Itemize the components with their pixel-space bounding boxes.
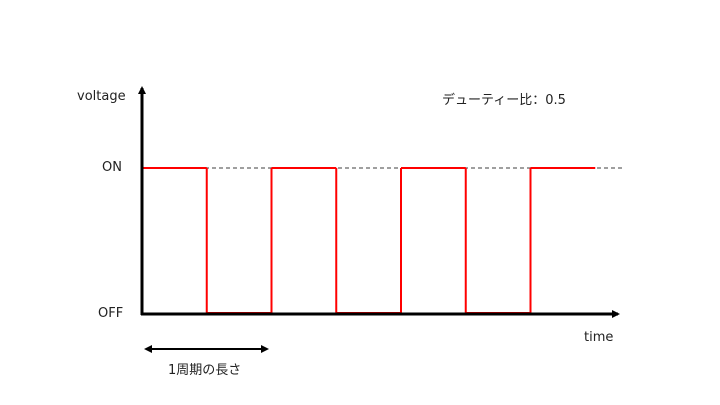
on-label: ON [102, 160, 122, 175]
pwm-waveform [142, 167, 596, 314]
off-label: OFF [98, 306, 124, 321]
duty-ratio-label: デューティー比：0.5 [442, 93, 566, 108]
y-axis-label: voltage [77, 89, 126, 104]
period-label: 1周期の長さ [168, 363, 242, 378]
x-axis-label: time [584, 330, 614, 345]
